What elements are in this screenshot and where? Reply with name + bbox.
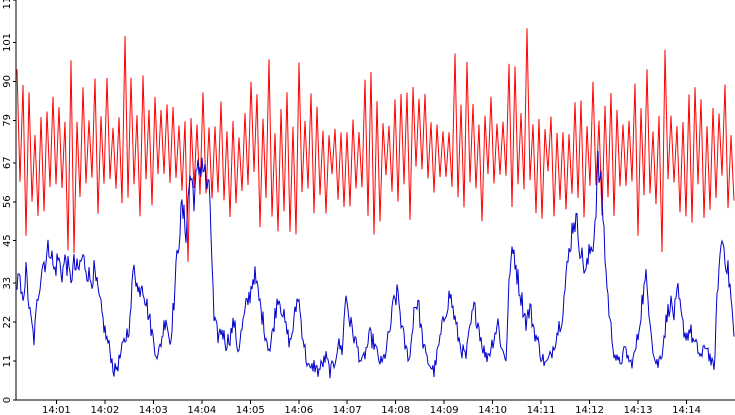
y-tick-label: 22 [2,316,13,329]
y-tick-label: 67 [2,156,13,169]
x-tick-label: 14:02 [90,405,119,415]
y-tick-label: 11 [2,355,13,368]
y-tick-label: 0 [2,397,13,403]
x-tick-label: 14:01 [42,405,71,415]
series-red-line [16,28,735,262]
y-tick-label: 45 [2,234,13,247]
y-tick-label: 33 [2,277,13,290]
x-tick-label: 14:03 [139,405,168,415]
x-tick-label: 14:05 [236,405,265,415]
x-tick-label: 14:14 [672,405,701,415]
y-tick-label: 101 [2,33,13,52]
y-tick-label: 90 [2,75,13,88]
x-tick-label: 14:10 [478,405,507,415]
x-tick-label: 14:08 [381,405,410,415]
y-tick-label: 79 [2,114,13,127]
x-tick-label: 14:12 [575,405,604,415]
x-tick-label: 14:04 [187,405,216,415]
x-tick-label: 14:13 [624,405,653,415]
series-layer [16,28,735,379]
series-blue-line [16,150,735,379]
y-tick-label: 56 [2,195,13,208]
y-tick-label: 113 [2,0,13,10]
x-tick-label: 14:07 [333,405,362,415]
x-tick-label: 14:09 [430,405,459,415]
x-tick-label: 14:11 [527,405,556,415]
x-tick-label: 14:06 [284,405,313,415]
